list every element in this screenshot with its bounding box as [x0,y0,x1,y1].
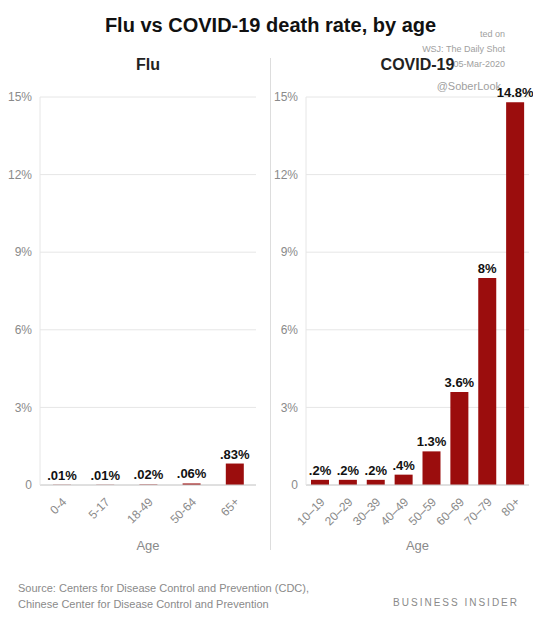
svg-text:15%: 15% [274,90,298,104]
svg-text:9%: 9% [15,245,33,259]
html-text:Chinese Center for Disease Con: Chinese Center for Disease Control and P… [18,598,269,610]
svg-text:12%: 12% [8,168,32,182]
svg-text:65+: 65+ [218,495,242,519]
svg-text:3%: 3% [15,401,33,415]
svg-text:.2%: .2% [365,463,388,478]
svg-text:5-17: 5-17 [86,495,113,522]
svg-text:3.6%: 3.6% [445,375,475,390]
svg-text:50-64: 50-64 [167,495,199,527]
html-text:Flu vs COVID-19 death rate, by: Flu vs COVID-19 death rate, by age [104,14,437,36]
html-text:05-Mar-2020: 05-Mar-2020 [453,59,505,69]
svg-text:80+: 80+ [499,495,523,519]
html-text:ted on: ted on [480,29,505,39]
svg-text:.83%: .83% [220,447,250,462]
html-text:BUSINESS INSIDER: BUSINESS INSIDER [393,597,519,608]
svg-text:.2%: .2% [309,463,332,478]
svg-text:8%: 8% [478,261,497,276]
svg-text:.01%: .01% [47,468,77,483]
html-text:Source: Centers for Disease Co: Source: Centers for Disease Control and … [18,582,309,594]
svg-text:.06%: .06% [177,466,207,481]
svg-text:.2%: .2% [337,463,360,478]
html-text:Age: Age [405,538,430,553]
html-text:@SoberLook: @SoberLook [436,80,501,92]
svg-text:70–79: 70–79 [461,495,495,529]
svg-text:50–59: 50–59 [406,495,440,529]
html-text:Flu: Flu [136,56,160,73]
svg-text:3%: 3% [281,401,299,415]
svg-text:1.3%: 1.3% [417,434,447,449]
svg-text:14.8%: 14.8% [497,85,533,100]
svg-text:0: 0 [25,478,32,492]
svg-text:.02%: .02% [134,467,164,482]
svg-text:15%: 15% [8,90,32,104]
html-text:WSJ: The Daily Shot: WSJ: The Daily Shot [422,44,505,54]
html-text:COVID-19: COVID-19 [380,56,455,73]
svg-text:12%: 12% [274,168,298,182]
svg-text:20–29: 20–29 [322,495,356,529]
svg-text:6%: 6% [15,323,33,337]
svg-text:40–49: 40–49 [378,495,412,529]
svg-text:.4%: .4% [392,458,415,473]
svg-text:0: 0 [291,478,298,492]
html-text:Age: Age [136,538,160,553]
svg-text:6%: 6% [281,323,299,337]
svg-text:9%: 9% [281,245,299,259]
svg-text:60–69: 60–69 [434,495,468,529]
svg-text:18-49: 18-49 [124,495,156,527]
svg-text:10–19: 10–19 [294,495,328,529]
svg-text:30–39: 30–39 [350,495,384,529]
svg-text:0-4: 0-4 [47,495,69,517]
svg-text:.01%: .01% [90,468,120,483]
